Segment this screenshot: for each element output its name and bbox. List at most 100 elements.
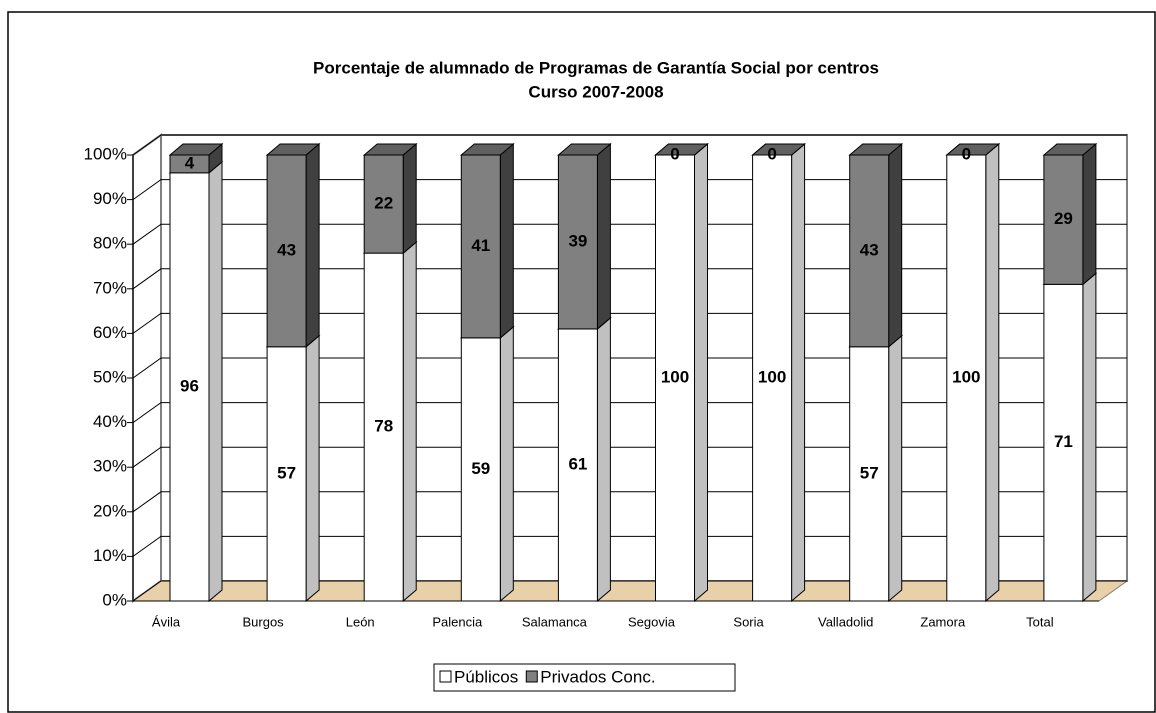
x-tick-label: Segovia [628,614,676,629]
bar-side [402,142,417,255]
legend-label: Privados Conc. [540,667,655,686]
data-label: 4 [185,153,195,172]
x-tick-label: Salamanca [522,614,588,629]
data-label: 57 [277,463,296,482]
bar-side [305,334,320,603]
x-tick-label: Valladolid [818,614,873,629]
bar-segment [1042,142,1098,286]
bar-top [751,143,806,156]
bar-segment [557,142,612,331]
x-tick-label: Burgos [242,614,284,629]
legend-label: Públicos [454,667,518,686]
bar-front [460,337,501,602]
y-tick-label: 0% [102,590,127,609]
data-label: 59 [471,459,490,478]
bar-side [694,142,708,603]
bar-front [169,172,210,602]
y-tick-label: 30% [93,457,127,476]
x-tick-label: Ávila [152,614,181,629]
bar-front [849,154,890,348]
data-label: 0 [767,144,776,163]
data-label: 57 [860,463,879,482]
legend: Públicos Privados Conc. [433,663,736,692]
bar-segment [265,334,321,603]
y-tick-label: 40% [93,412,127,431]
y-tick-label: 50% [93,367,127,386]
bar-front [557,328,598,602]
bar-segment [168,160,224,603]
x-tick-label: León [346,614,375,629]
y-tick-label: 80% [93,234,127,253]
x-tick-label: Total [1026,614,1054,629]
bar-segment [654,143,709,156]
bar-front [363,154,404,254]
bar-front [266,154,307,348]
bar-side [499,142,514,339]
bar-side [596,142,611,331]
bar-front [169,154,210,174]
y-tick-label: 60% [93,323,127,342]
bar-segment [265,142,321,348]
bar-front [752,154,793,602]
bar-segment [654,142,709,603]
grid-line [132,134,1127,156]
data-label: 43 [860,240,879,259]
bar-front [849,346,890,602]
data-label: 43 [277,240,296,259]
bar-side [791,142,806,603]
bar-side [499,325,514,603]
bar-segment [945,142,1001,603]
bar-side [402,241,417,603]
bar-front [557,154,598,330]
legend-swatch [439,670,452,683]
data-label: 100 [952,367,980,386]
bar-side [888,142,903,348]
bar-front [1043,154,1084,285]
y-tick-label: 20% [93,501,127,520]
legend-swatch [525,670,538,683]
data-label: 22 [374,194,393,213]
bar-side [888,334,903,603]
bar-segment [1042,272,1098,603]
bar-segment [168,142,224,174]
data-label: 39 [568,231,587,250]
x-tick-label: Soria [733,614,764,629]
y-tick-label: 10% [93,546,127,565]
bar-segment [459,325,515,603]
y-tick-label: 100% [84,144,127,163]
bar-front [655,154,695,602]
bar-side [985,142,1000,603]
bar-front [266,346,307,602]
bar-side [596,316,611,603]
bar-segment [848,142,904,348]
bar-segment [362,142,418,255]
y-tick-label: 90% [93,189,127,208]
bar-front [460,154,501,339]
data-label: 100 [661,367,689,386]
bar-front [946,154,987,602]
chart-title: Porcentaje de alumnado de Programas de G… [313,58,879,77]
data-label: 71 [1054,432,1073,451]
bar-side [1082,142,1097,286]
data-label: 100 [758,367,786,386]
bar-segment [945,143,1001,156]
data-label: 41 [471,236,490,255]
x-tick-label: Palencia [432,614,483,629]
data-label: 0 [962,144,971,163]
y-tick-label: 70% [93,278,127,297]
data-label: 96 [180,376,199,395]
data-label: 29 [1054,209,1073,228]
bar-top [945,143,1001,156]
bar-side [208,160,223,603]
bar-front [363,252,404,602]
bar-side [1082,272,1097,603]
bar-segment [557,316,612,603]
data-label: 0 [670,144,679,163]
bar-segment [459,142,515,339]
legend-box [433,663,736,692]
bar-segment [751,143,806,156]
x-tick-label: Zamora [920,614,966,629]
data-label: 61 [568,454,587,473]
data-label: 78 [374,417,393,436]
